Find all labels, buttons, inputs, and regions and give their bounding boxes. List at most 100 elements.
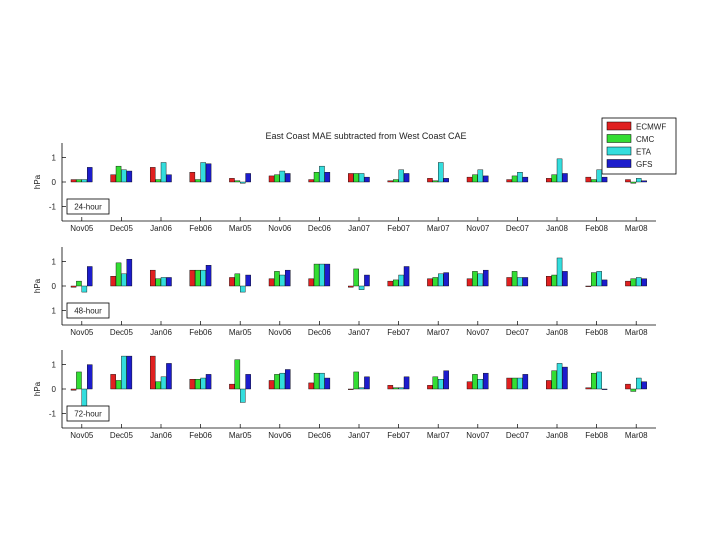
bar-cmc-nov06: [274, 374, 280, 390]
x-tick-label: Feb06: [189, 431, 212, 440]
bar-ecmwf-dec06: [308, 382, 314, 390]
panel-label: 72-hour: [74, 410, 102, 419]
panel-3: 1 0 -1 hPa Nov05 Dec05 Jan06 Feb06 Mar05 Nov06 Dec…: [33, 350, 656, 440]
bar-gfs-mar08: [641, 278, 647, 287]
bar-ecmwf-jan08: [546, 276, 552, 287]
bar-cmc-dec05: [115, 165, 122, 183]
x-tick-label: Dec06: [308, 328, 332, 337]
bar-ecmwf-nov07: [466, 176, 473, 183]
x-tick-label: Feb08: [585, 224, 608, 233]
y-tick-label: 1: [52, 306, 57, 315]
bar-ecmwf-nov05: [70, 388, 77, 391]
bar-gfs-feb08: [601, 176, 608, 183]
bar-gfs-jan08: [562, 366, 568, 390]
bar-eta-feb07: [398, 169, 404, 183]
panel-label-box: [66, 405, 110, 422]
bar-eta-jan06: [160, 162, 167, 183]
x-tick-label: Feb07: [387, 224, 410, 233]
legend-label: GFS: [636, 160, 652, 169]
bar-cmc-feb08: [591, 272, 597, 287]
bar-cmc-mar05: [234, 180, 241, 183]
x-tick-label: Mar05: [229, 328, 252, 337]
x-tick-label: Dec05: [110, 224, 134, 233]
y-tick-label: 1: [52, 258, 57, 267]
bar-ecmwf-mar08: [625, 383, 631, 390]
bar-ecmwf-mar07: [427, 178, 433, 183]
bar-cmc-feb06: [194, 269, 201, 287]
bar-ecmwf-mar05: [229, 178, 235, 183]
x-tick-label: Mar07: [427, 328, 450, 337]
bar-cmc-nov06: [274, 174, 280, 183]
bar-eta-jan08: [556, 257, 563, 287]
panel-label: 24-hour: [74, 203, 102, 212]
bar-eta-mar07: [438, 162, 444, 183]
bar-gfs-jan07: [364, 376, 370, 390]
bar-eta-nov05: [81, 388, 88, 407]
bar-eta-nov06: [279, 372, 286, 390]
bar-gfs-nov07: [483, 269, 489, 287]
bar-eta-jan08: [556, 158, 563, 183]
bar-gfs-dec05: [126, 170, 133, 183]
bar-gfs-mar07: [443, 370, 449, 390]
bar-eta-mar05: [239, 388, 246, 403]
bar-cmc-nov07: [472, 271, 478, 287]
bar-ecmwf-feb08: [585, 176, 592, 183]
x-tick-label: Mar05: [229, 431, 252, 440]
x-tick-label: Mar07: [427, 224, 450, 233]
bar-cmc-nov05: [76, 371, 82, 390]
x-tick-label: Nov07: [466, 431, 490, 440]
bar-ecmwf-nov07: [466, 278, 473, 287]
bar-eta-feb08: [596, 371, 602, 390]
bar-ecmwf-nov05: [70, 179, 77, 183]
bar-cmc-jan08: [551, 370, 557, 390]
bar-ecmwf-nov06: [268, 278, 275, 287]
bar-cmc-dec05: [115, 262, 122, 287]
chart-title: East Coast MAE subtracted from West Coas…: [266, 131, 467, 141]
bar-gfs-dec07: [522, 176, 529, 183]
bar-gfs-feb06: [205, 163, 212, 183]
bar-eta-jan07: [358, 387, 365, 390]
panel-1: 1 0 -1 hPa Nov05 Dec05 Jan06 Feb06 Mar05 Nov06 Dec…: [33, 143, 656, 233]
bar-gfs-mar05: [245, 173, 251, 183]
bar-cmc-nov07: [472, 374, 478, 390]
bar-cmc-nov05: [76, 179, 82, 183]
bar-gfs-feb07: [403, 266, 410, 287]
x-tick-label: Nov06: [268, 328, 292, 337]
bar-gfs-jan08: [562, 271, 568, 287]
x-tick-label: Nov05: [70, 431, 94, 440]
bar-gfs-feb08: [601, 388, 608, 390]
bar-eta-mar08: [636, 178, 642, 183]
bar-cmc-feb07: [393, 279, 399, 287]
bar-cmc-mar08: [630, 388, 637, 392]
bar-cmc-dec06: [313, 263, 320, 287]
y-tick-label: 0: [52, 385, 57, 394]
x-tick-label: Nov05: [70, 224, 94, 233]
x-tick-label: Dec07: [506, 328, 530, 337]
bar-eta-dec05: [121, 355, 127, 390]
bar-eta-nov06: [279, 170, 286, 183]
bar-ecmwf-mar08: [625, 179, 631, 183]
x-tick-label: Feb07: [387, 431, 410, 440]
bar-eta-dec07: [517, 277, 523, 287]
panel-label-box: [66, 302, 110, 319]
bar-gfs-mar07: [443, 272, 449, 287]
bar-gfs-nov07: [483, 175, 489, 183]
bar-gfs-nov07: [483, 372, 489, 390]
bar-eta-feb08: [596, 169, 602, 183]
bar-cmc-mar05: [234, 273, 241, 287]
bar-gfs-dec07: [522, 374, 529, 390]
bar-cmc-feb08: [591, 372, 597, 390]
y-axis-label: hPa: [33, 174, 42, 189]
bar-ecmwf-dec07: [506, 179, 512, 183]
x-tick-label: Mar08: [625, 224, 648, 233]
x-tick-label: Mar08: [625, 431, 648, 440]
bar-gfs-jan06: [166, 174, 172, 183]
panel-label: 48-hour: [74, 307, 102, 316]
x-tick-label: Dec06: [308, 224, 332, 233]
x-tick-label: Jan06: [150, 224, 172, 233]
bar-eta-nov06: [279, 274, 286, 287]
bar-cmc-jan06: [155, 179, 161, 183]
bar-ecmwf-dec07: [506, 377, 512, 390]
x-tick-label: Mar07: [427, 431, 450, 440]
bar-ecmwf-jan08: [546, 380, 552, 390]
